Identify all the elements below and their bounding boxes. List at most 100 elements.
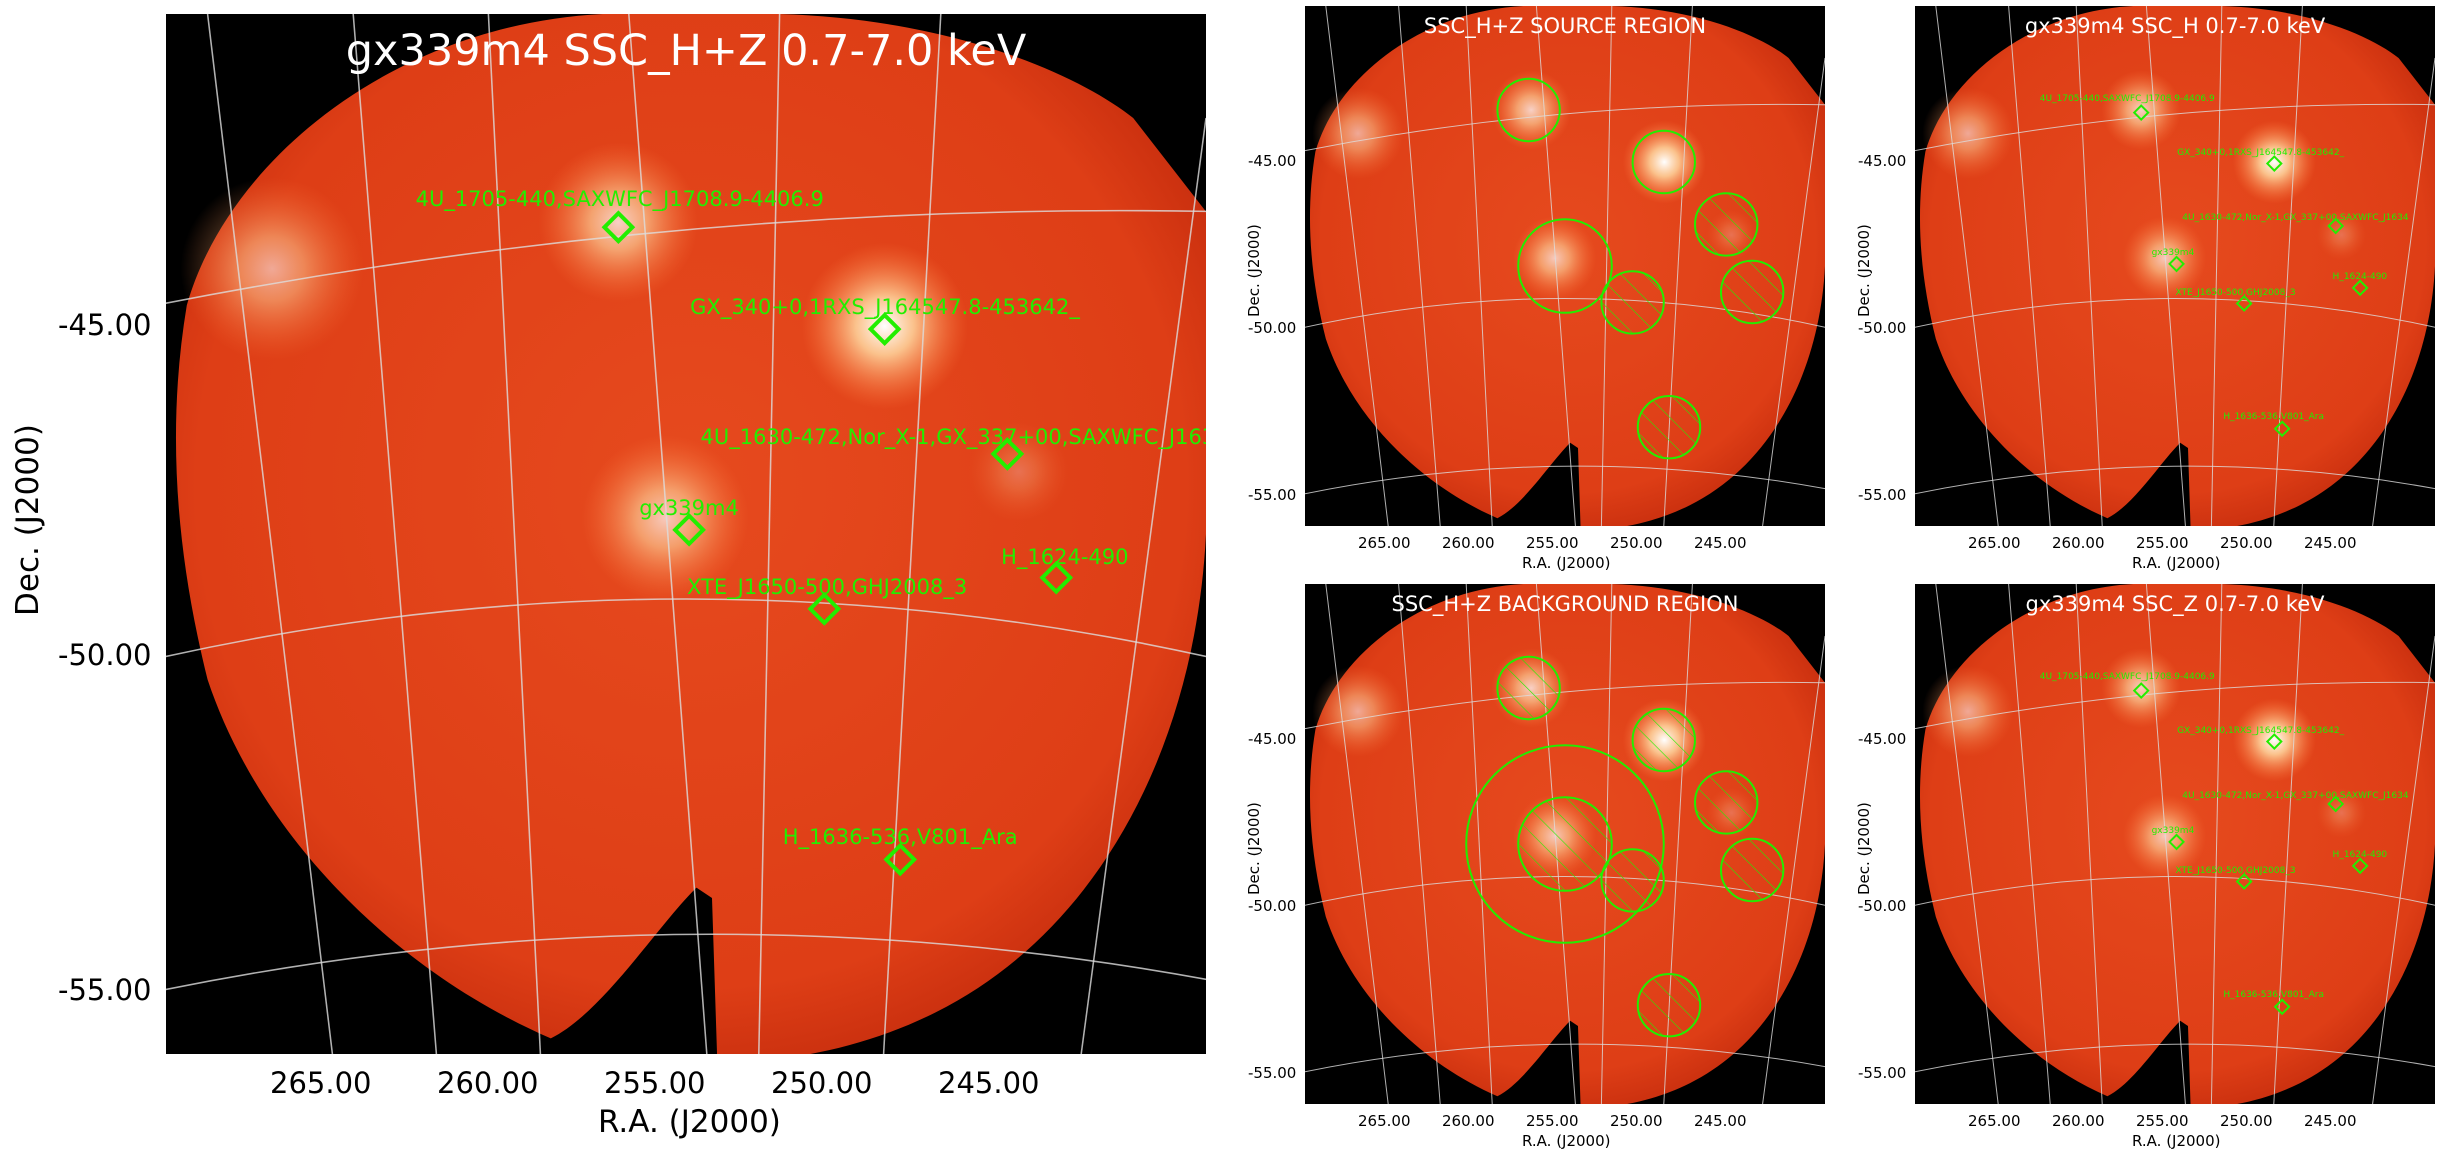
h-xtick: 245.00 <box>2304 534 2357 552</box>
bkg-ytick: -45.00 <box>1248 730 1297 748</box>
source-label: H_1636-536,V801_Ara <box>2223 990 2325 1001</box>
dec-grid-line <box>1305 1043 1825 1073</box>
extraction-region-circle <box>1720 259 1785 325</box>
x-ray-source-glow <box>1622 120 1706 204</box>
extraction-region-circle <box>1600 270 1665 335</box>
main-ytick: -55.00 <box>58 973 152 1007</box>
source-marker-diamond <box>2327 217 2345 235</box>
z-xtick: 265.00 <box>1968 1112 2021 1130</box>
h-x-axis-label: R.A. (J2000) <box>2132 554 2221 572</box>
extraction-region-circle <box>1517 796 1613 892</box>
source-label: 4U_1705-440,SAXWFC_J1708.9-4406.9 <box>2039 93 2215 104</box>
ra-grid-line <box>1080 117 1206 1054</box>
h-xtick: 250.00 <box>2220 534 2273 552</box>
extraction-region-circle <box>1636 395 1702 460</box>
src-ytick: -45.00 <box>1248 152 1297 170</box>
x-ray-source-glow <box>1922 87 2014 180</box>
source-marker-diamond <box>883 842 918 877</box>
x-ray-source-glow <box>180 177 364 361</box>
source-label: gx339m4 <box>2151 826 2195 837</box>
source-marker-diamond <box>2351 279 2369 297</box>
ra-grid-line <box>1535 6 1576 526</box>
h-ytick: -55.00 <box>1858 486 1907 504</box>
ra-grid-line <box>2145 6 2186 526</box>
source-label: H_1636-536,V801_Ara <box>2223 412 2325 423</box>
extraction-region-circle <box>1631 707 1696 773</box>
dec-grid-line <box>1915 103 2435 152</box>
source-region-title: SSC_H+Z SOURCE REGION <box>1423 14 1707 38</box>
source-region-panel: SSC_H+Z SOURCE REGION -45.00 -50.00 -55.… <box>1230 0 1840 578</box>
bkg-xtick: 250.00 <box>1610 1112 1663 1130</box>
src-xtick: 265.00 <box>1358 534 1411 552</box>
background-region-image: SSC_H+Z BACKGROUND REGION <box>1305 584 1825 1104</box>
background-annulus-circle <box>1465 744 1665 944</box>
h-xtick: 255.00 <box>2136 534 2189 552</box>
main-map-panel: gx339m4 SSC_H+Z 0.7-7.0 keV 4U_1705-440,… <box>10 14 1206 1140</box>
x-ray-source-glow <box>2316 787 2367 838</box>
ra-grid-line <box>2075 584 2103 1104</box>
bkg-ytick: -55.00 <box>1248 1064 1297 1082</box>
source-marker-diamond <box>807 592 842 626</box>
dec-grid-line <box>1915 681 2435 730</box>
z-xtick: 245.00 <box>2304 1112 2357 1130</box>
source-label: XTE_J1650-500,GHJ2008_3 <box>2175 287 2296 298</box>
source-region-image: SSC_H+Z SOURCE REGION <box>1305 6 1825 526</box>
source-label: gx339m4 <box>639 496 739 521</box>
ra-grid-line <box>2273 6 2303 526</box>
z-y-axis-label: Dec. (J2000) <box>1855 802 1873 895</box>
ra-grid-line <box>2145 584 2186 1104</box>
sky-map-svg <box>1915 584 2435 1104</box>
source-marker-diamond <box>2327 795 2345 813</box>
src-ytick: -55.00 <box>1248 486 1297 504</box>
src-xtick: 255.00 <box>1526 534 1579 552</box>
x-ray-source-glow <box>582 435 749 602</box>
source-label: XTE_J1650-500,GHJ2008_3 <box>687 575 968 600</box>
h-xtick: 260.00 <box>2052 534 2105 552</box>
source-marker-diamond <box>2265 733 2283 750</box>
source-marker-diamond <box>601 210 636 245</box>
src-x-axis-label: R.A. (J2000) <box>1522 554 1611 572</box>
extraction-region-circle <box>1517 218 1613 314</box>
background-region-panel: SSC_H+Z BACKGROUND REGION -45.00 -50.00 … <box>1230 578 1840 1156</box>
x-ray-source-glow <box>538 142 699 302</box>
src-ytick: -50.00 <box>1248 319 1297 337</box>
ra-grid-line <box>2210 584 2223 1104</box>
extraction-region-circle <box>1600 848 1665 913</box>
sky-map-svg <box>1305 584 1825 1104</box>
source-marker-diamond <box>2132 104 2150 122</box>
bkg-xtick: 260.00 <box>1442 1112 1495 1130</box>
ra-grid-line <box>2372 57 2435 526</box>
ra-grid-line <box>1762 57 1825 526</box>
dec-grid-line <box>1305 103 1825 152</box>
source-marker-diamond <box>867 312 902 346</box>
source-marker-diamond <box>2235 873 2253 890</box>
x-ray-source-glow <box>1922 665 2014 758</box>
dec-grid-line <box>1305 465 1825 495</box>
main-map-image: gx339m4 SSC_H+Z 0.7-7.0 keV 4U_1705-440,… <box>166 14 1206 1054</box>
extraction-region-circle <box>1631 129 1696 195</box>
source-marker-diamond <box>2235 295 2253 312</box>
dec-grid-line <box>166 933 1206 991</box>
main-xtick: 255.00 <box>604 1066 706 1100</box>
source-label: GX_340+0,1RXS_J164547.8-453642_ <box>690 295 1080 320</box>
source-marker-diamond <box>2351 857 2369 875</box>
src-xtick: 245.00 <box>1694 534 1747 552</box>
x-ray-source-glow <box>2232 120 2316 204</box>
source-label: H_1636-536,V801_Ara <box>782 824 1018 849</box>
main-map-title: gx339m4 SSC_H+Z 0.7-7.0 keV <box>345 26 1027 76</box>
source-label: 4U_1630-472,Nor_X-1,GX_337+00,SAXWFC_J16… <box>2182 212 2409 223</box>
x-ray-source-glow <box>2232 698 2316 782</box>
bkg-xtick: 265.00 <box>1358 1112 1411 1130</box>
bkg-y-axis-label: Dec. (J2000) <box>1245 802 1263 895</box>
ra-grid-line <box>628 14 708 1054</box>
ra-grid-line <box>2008 6 2051 526</box>
dec-grid-line <box>1915 1043 2435 1073</box>
x-ray-source-glow <box>2101 648 2182 728</box>
main-x-axis-label: R.A. (J2000) <box>598 1104 781 1140</box>
x-ray-source-glow <box>801 242 968 410</box>
source-marker-diamond <box>2168 833 2185 851</box>
ra-grid-line <box>1398 6 1441 526</box>
z-ytick: -55.00 <box>1858 1064 1907 1082</box>
source-marker-diamond <box>1039 560 1074 595</box>
ssc-z-title: gx339m4 SSC_Z 0.7-7.0 keV <box>2025 592 2325 616</box>
